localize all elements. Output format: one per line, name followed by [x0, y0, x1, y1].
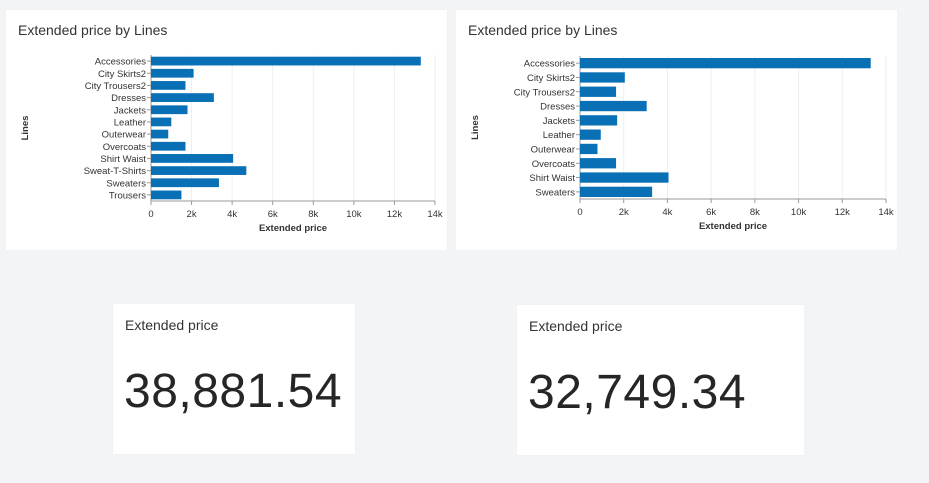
kpi-value: 38,881.54 — [124, 365, 343, 418]
x-tick-label: 10k — [791, 207, 807, 218]
category-label: Leather — [543, 130, 575, 141]
bar-chart-2: 0 2k 4k 6k 8k 10k 12k 14k Accessories City Skirts… — [470, 56, 894, 232]
bar — [151, 141, 186, 151]
kpi-card-2: Extended price 32,749.34 — [517, 305, 804, 455]
bar — [151, 129, 169, 139]
x-axis-title: Extended price — [259, 223, 327, 234]
bar — [580, 72, 625, 83]
bar — [580, 86, 617, 97]
x-tick-label: 10k — [346, 209, 362, 220]
x-tick-label: 12k — [387, 209, 403, 220]
x-tick-label: 0 — [148, 209, 153, 220]
category-label: Accessories — [95, 57, 146, 68]
y-axis-title: Lines — [470, 115, 481, 140]
y-axis-title: Lines — [20, 116, 31, 141]
kpi-value: 32,749.34 — [528, 366, 747, 419]
bar — [151, 117, 172, 127]
category-label: Jackets — [543, 116, 575, 127]
x-tick-label: 4k — [662, 207, 672, 218]
bar — [151, 166, 247, 175]
x-tick-label: 6k — [706, 207, 716, 218]
bar — [151, 68, 194, 78]
chart-title: Extended price by Lines — [468, 22, 618, 38]
bar — [151, 154, 234, 163]
bar — [151, 93, 214, 102]
category-label: Sweaters — [535, 187, 575, 198]
category-label: Outerwear — [531, 144, 575, 155]
bar — [580, 186, 653, 197]
category-label: Leather — [114, 117, 146, 128]
category-label: Dresses — [111, 93, 146, 104]
category-label: Overcoats — [103, 142, 147, 153]
x-tick-label: 0 — [577, 207, 582, 218]
category-label: City Trousers2 — [85, 81, 146, 92]
x-tick-label: 14k — [427, 209, 443, 220]
category-label: Sweat-T-Shirts — [84, 166, 147, 177]
category-label: Overcoats — [532, 159, 576, 170]
category-label: Sweaters — [106, 178, 146, 189]
bar — [151, 178, 219, 188]
x-tick-label: 12k — [835, 207, 851, 218]
bar — [151, 105, 188, 115]
kpi-label: Extended price — [125, 317, 219, 333]
category-label: Shirt Waist — [100, 154, 146, 165]
bar — [580, 58, 871, 69]
category-label: Trousers — [109, 190, 146, 201]
category-label: Jackets — [114, 105, 146, 116]
chart-card-1: Extended price by Lines 0 2k 4k 6k 8k 10k 12k 1… — [6, 10, 447, 250]
kpi-card-1: Extended price 38,881.54 — [113, 304, 355, 454]
x-tick-label: 4k — [227, 209, 237, 220]
bar — [151, 56, 421, 66]
x-tick-label: 8k — [750, 207, 760, 218]
chart-card-2: Extended price by Lines 0 2k 4k 6k 8k 10k 12k 1… — [456, 10, 897, 250]
kpi-label: Extended price — [529, 318, 623, 334]
category-label: City Skirts2 — [98, 69, 146, 80]
x-tick-label: 14k — [878, 207, 894, 218]
category-label: Shirt Waist — [529, 173, 575, 184]
bar — [151, 81, 186, 90]
bar — [580, 158, 617, 169]
bar — [580, 172, 669, 183]
category-label: Dresses — [540, 102, 575, 113]
bar — [580, 129, 601, 140]
category-label: Outerwear — [102, 130, 146, 141]
x-tick-label: 6k — [268, 209, 278, 220]
bar — [580, 143, 598, 155]
category-label: Accessories — [524, 59, 575, 70]
x-tick-label: 2k — [187, 209, 197, 220]
bar — [580, 115, 618, 126]
bar — [580, 100, 647, 112]
x-axis-title: Extended price — [699, 221, 767, 232]
bar — [151, 190, 182, 200]
category-label: City Trousers2 — [514, 87, 575, 98]
x-tick-label: 2k — [619, 207, 629, 218]
category-label: City Skirts2 — [527, 73, 575, 84]
x-tick-label: 8k — [308, 209, 318, 220]
chart-title: Extended price by Lines — [18, 22, 168, 38]
